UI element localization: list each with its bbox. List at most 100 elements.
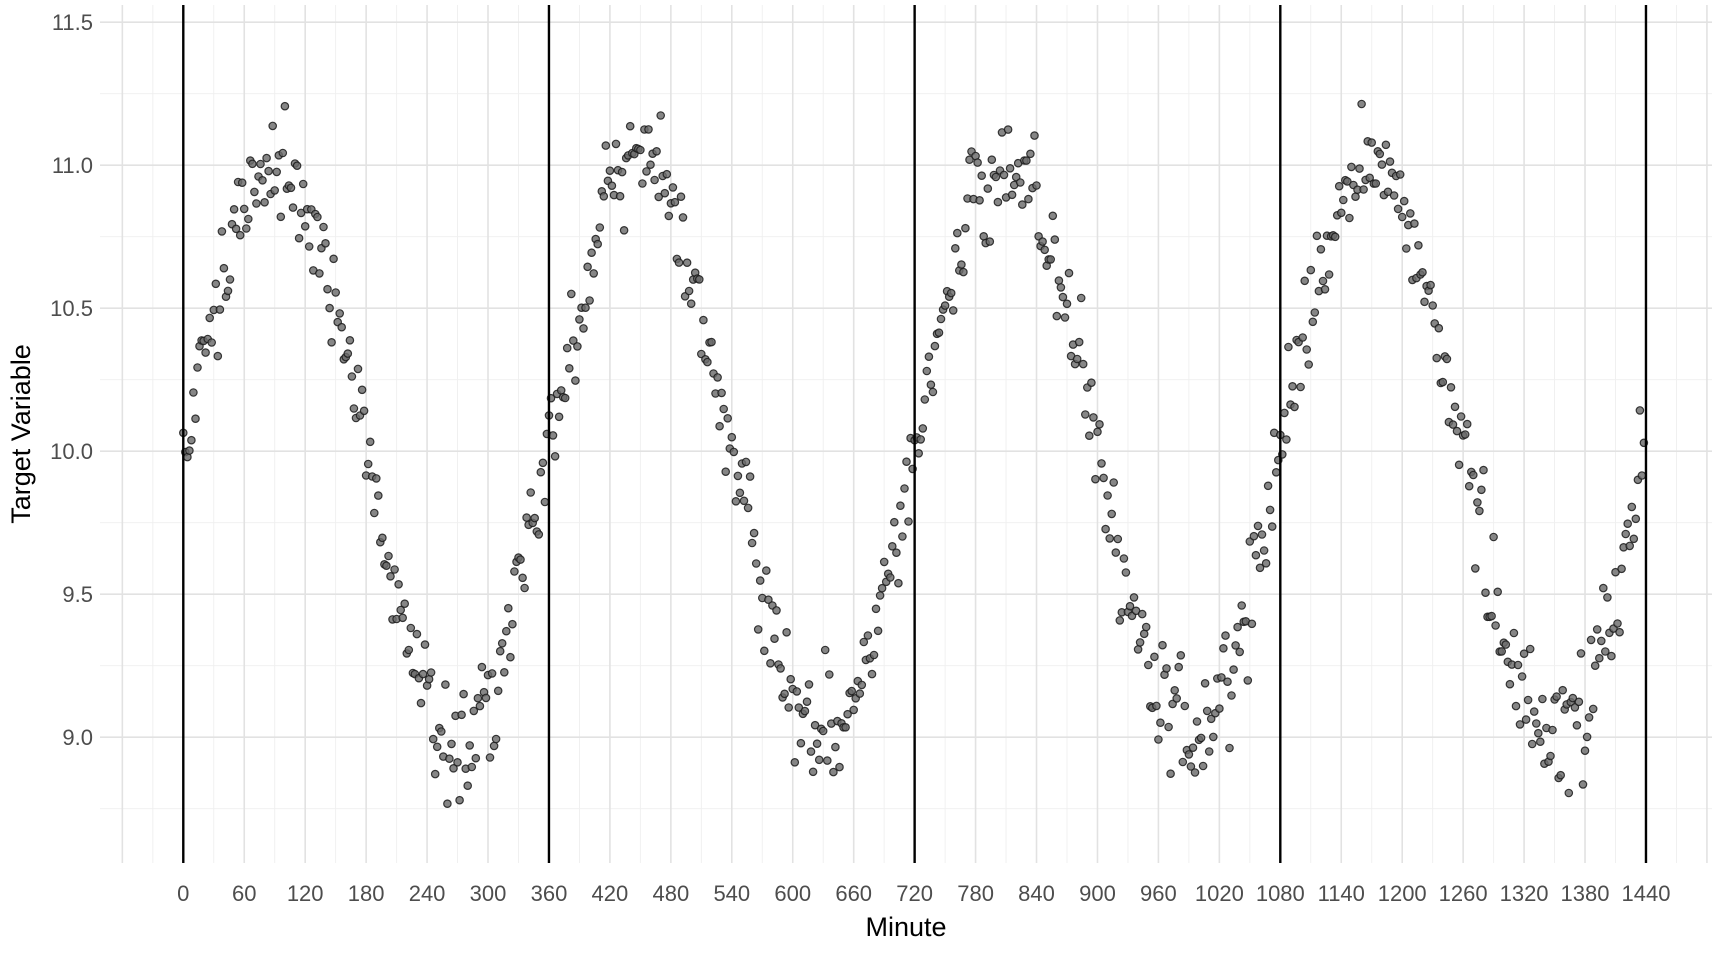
- data-point: [1111, 548, 1121, 557]
- x-tick-label: 1380: [1561, 881, 1610, 906]
- data-point: [471, 753, 481, 763]
- data-point: [615, 191, 625, 201]
- data-point: [739, 496, 749, 506]
- data-point: [335, 309, 345, 318]
- x-tick-label: 1140: [1318, 881, 1365, 906]
- data-point: [668, 183, 678, 192]
- data-point: [810, 720, 820, 730]
- data-point: [1487, 611, 1496, 621]
- data-point: [896, 501, 905, 511]
- data-point: [1200, 678, 1210, 688]
- data-point: [345, 335, 355, 345]
- data-point: [1558, 685, 1568, 695]
- data-point: [1141, 622, 1151, 632]
- data-point: [644, 125, 653, 134]
- data-point: [1046, 255, 1056, 264]
- x-tick-label: 900: [1079, 881, 1116, 906]
- x-tick-label: 300: [470, 881, 507, 906]
- data-point: [1221, 631, 1230, 640]
- data-point: [707, 337, 716, 347]
- data-point: [412, 629, 422, 639]
- data-point: [1497, 647, 1507, 656]
- data-point: [743, 503, 753, 513]
- y-tick-label: 10.5: [50, 296, 93, 321]
- data-point: [1377, 160, 1387, 169]
- data-point: [1357, 99, 1366, 109]
- data-point: [936, 314, 946, 324]
- data-point: [1572, 720, 1582, 730]
- data-point: [1087, 378, 1096, 388]
- x-tick-label: 420: [592, 881, 629, 906]
- data-point: [1172, 694, 1182, 703]
- data-point: [1493, 587, 1503, 597]
- data-point: [715, 421, 724, 431]
- data-point: [790, 757, 800, 767]
- data-point: [1438, 377, 1448, 387]
- data-point: [304, 242, 314, 251]
- data-point: [1058, 292, 1068, 302]
- data-point: [1296, 382, 1305, 392]
- x-tick-label: 960: [1140, 881, 1177, 906]
- data-point: [1548, 725, 1557, 735]
- data-point: [1631, 514, 1641, 524]
- data-point: [1406, 209, 1415, 218]
- data-point: [1024, 194, 1033, 204]
- data-point: [699, 315, 708, 325]
- data-point: [684, 286, 694, 296]
- data-point: [1107, 509, 1117, 519]
- period-boundary-vlines: [182, 5, 1648, 863]
- data-point: [1538, 694, 1547, 704]
- data-point: [1564, 788, 1574, 798]
- data-point: [256, 159, 265, 169]
- data-point: [1595, 653, 1604, 663]
- data-point: [1395, 170, 1405, 179]
- data-point: [1534, 728, 1543, 738]
- data-point: [589, 269, 599, 278]
- data-point: [1375, 149, 1385, 159]
- x-tick-label: 1440: [1621, 881, 1670, 906]
- data-point: [394, 579, 403, 589]
- data-point: [1247, 619, 1257, 629]
- data-point: [1442, 354, 1452, 364]
- data-point: [248, 159, 257, 169]
- x-tick-label: 180: [348, 881, 385, 906]
- data-point: [1310, 308, 1320, 317]
- data-point: [636, 145, 645, 155]
- data-point: [396, 605, 406, 615]
- data-point: [1525, 644, 1535, 654]
- data-point: [859, 637, 869, 647]
- data-point: [327, 337, 336, 347]
- data-point: [642, 167, 651, 176]
- data-point: [786, 674, 796, 684]
- data-point: [1032, 181, 1041, 190]
- major-gridlines: [100, 5, 1712, 863]
- data-point: [540, 497, 550, 507]
- data-point: [1176, 650, 1186, 660]
- data-point: [501, 626, 511, 636]
- data-point: [1546, 751, 1555, 761]
- data-point: [1532, 719, 1541, 728]
- data-point: [887, 541, 897, 551]
- data-point: [353, 364, 363, 374]
- data-point: [530, 513, 540, 523]
- data-point: [847, 686, 857, 696]
- data-point: [678, 213, 688, 222]
- data-point: [1635, 406, 1645, 415]
- data-point: [749, 528, 759, 538]
- data-point: [1227, 691, 1236, 700]
- data-point: [215, 305, 225, 314]
- data-point: [534, 530, 544, 539]
- data-point: [487, 669, 497, 678]
- data-point: [1178, 757, 1188, 767]
- data-point: [904, 517, 913, 526]
- data-point: [800, 706, 810, 716]
- data-point: [1428, 301, 1438, 310]
- data-point: [804, 680, 814, 689]
- data-point: [595, 223, 605, 232]
- data-point: [1097, 459, 1106, 468]
- data-point: [420, 640, 430, 649]
- data-point: [1188, 743, 1198, 753]
- data-point: [1109, 478, 1119, 487]
- data-point: [503, 603, 513, 613]
